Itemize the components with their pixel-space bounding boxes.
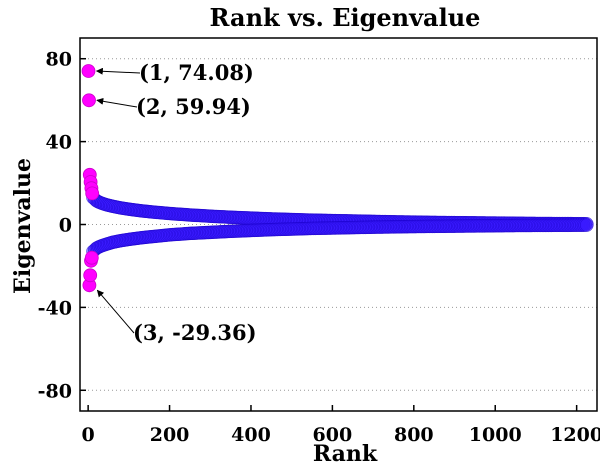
x-tick-label: 800: [394, 424, 434, 446]
x-axis-ticks: 0 200 400 600 800 1000 1200: [82, 405, 600, 446]
y-axis-ticks: 80 40 0 -40 -80: [38, 49, 86, 402]
y-tick-label: -40: [38, 297, 72, 319]
highlighted-data-point: [85, 186, 100, 201]
highlighted-data-point: [84, 250, 99, 265]
highlighted-points: [81, 64, 100, 293]
x-tick-label: 1000: [469, 424, 522, 446]
annotation-label: (3, -29.36): [133, 320, 257, 345]
annotation-label: (1, 74.08): [139, 60, 254, 85]
x-axis-label: Rank: [313, 441, 378, 467]
x-tick-label: 0: [82, 424, 95, 446]
annotation-arrow: [96, 97, 138, 108]
highlighted-data-point: [81, 64, 96, 78]
highlighted-data-point: [83, 268, 98, 283]
annotation-arrow: [95, 67, 141, 75]
x-tick-label: 600: [313, 424, 353, 446]
x-tick-label: 1200: [550, 424, 600, 446]
y-tick-label: -80: [38, 380, 72, 402]
chart-title: Rank vs. Eigenvalue: [210, 3, 481, 32]
bulk-series-points: [86, 190, 594, 259]
y-tick-label: 0: [59, 215, 72, 237]
x-tick-label: 200: [150, 424, 190, 446]
y-tick-label: 40: [46, 132, 72, 154]
x-tick-label: 400: [231, 424, 271, 446]
data-point: [580, 218, 594, 232]
annotation-arrow: [96, 289, 135, 334]
y-axis-label: Eigenvalue: [10, 158, 36, 294]
annotation-label: (2, 59.94): [136, 94, 251, 119]
point-annotations: (1, 74.08) (2, 59.94) (3, -29.36): [95, 60, 257, 345]
highlighted-data-point: [82, 93, 96, 108]
y-tick-label: 80: [46, 49, 72, 71]
